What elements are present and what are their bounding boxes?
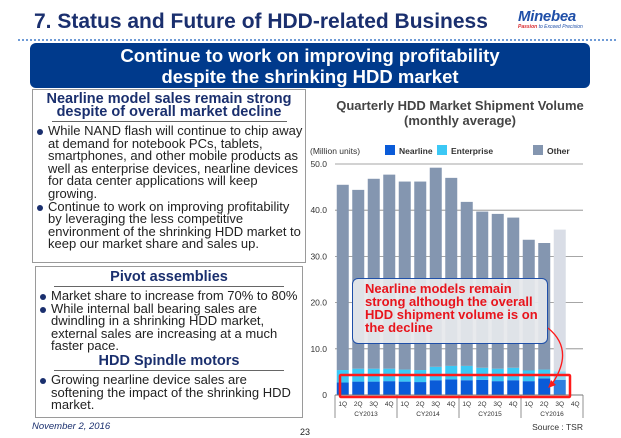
bar-enterprise [476, 367, 489, 380]
bar-nearline [383, 381, 396, 395]
arrow-head-icon [548, 380, 556, 388]
y-axis-label: (Million units) [310, 146, 360, 156]
bar-other [336, 184, 349, 371]
x-group-label: CY2016 [540, 411, 564, 418]
bar-nearline [476, 379, 489, 395]
bar-nearline [367, 381, 380, 395]
logo-tagline: Passion to Exceed Precision [518, 24, 583, 30]
page-number: 23 [300, 427, 311, 437]
banner-line-2: despite the shrinking HDD market [161, 66, 459, 87]
pivot-heading: Pivot assemblies [110, 269, 228, 285]
bar-enterprise [429, 366, 442, 381]
x-tick-label: 3Q [369, 401, 378, 408]
x-tick-label: 2Q [416, 401, 425, 408]
bar-nearline [414, 382, 427, 395]
bar-nearline [460, 380, 473, 395]
legend-label-other: Other [547, 146, 570, 156]
x-tick-label: 4Q [385, 401, 394, 408]
bar-nearline [398, 381, 411, 395]
legend-swatch-nearline [385, 145, 395, 155]
x-tick-label: 2Q [478, 401, 487, 408]
heading-rule [51, 121, 287, 122]
bullet-item: While internal ball bearing sales are dw… [36, 302, 302, 353]
y-tick-label: 20.0 [310, 298, 327, 308]
heading-rule [54, 286, 284, 287]
x-tick-label: 1Q [400, 401, 409, 408]
dotted-divider [18, 39, 616, 41]
spindle-heading: HDD Spindle motors [98, 352, 240, 369]
bar-nearline [522, 381, 535, 395]
legend-label-enterprise: Enterprise [451, 146, 493, 156]
arrow-line [547, 327, 564, 385]
y-tick-label: 30.0 [310, 251, 327, 261]
x-tick-label: 3Q [555, 401, 564, 408]
y-tick-label: 50.0 [310, 159, 327, 169]
headline-banner: Continue to work on improving profitabil… [30, 43, 590, 88]
x-tick-label: 1Q [338, 401, 347, 408]
bar-nearline [491, 381, 504, 395]
x-tick-label: 1Q [462, 401, 471, 408]
nearline-box: Nearline model sales remain strong despit… [32, 89, 306, 263]
x-tick-label: 4Q [447, 401, 456, 408]
x-tick-label: 1Q [524, 401, 533, 408]
x-tick-label: 3Q [431, 401, 440, 408]
bar-enterprise [445, 365, 458, 380]
chart-annotation: Nearline models remain strong although t… [352, 278, 548, 344]
y-tick-label: 0 [322, 390, 327, 400]
y-tick-label: 10.0 [310, 344, 327, 354]
x-group-label: CY2014 [416, 411, 440, 418]
x-group-label: CY2015 [478, 411, 502, 418]
x-tick-label: 3Q [493, 401, 502, 408]
x-group-label: CY2013 [354, 411, 378, 418]
heading-rule [54, 369, 284, 371]
bar-enterprise [460, 365, 473, 381]
bar-nearline [553, 379, 566, 395]
source-note: Source : TSR [532, 422, 583, 432]
chart-title: Quarterly HDD Market Shipment Volume (mon… [336, 98, 584, 128]
highlight-rectangle [338, 373, 572, 399]
bullet-item: Growing nearline device sales are soften… [36, 373, 302, 412]
logo-name: Minebea [518, 8, 576, 25]
x-tick-label: 2Q [540, 401, 549, 408]
legend-label-nearline: Nearline [399, 146, 433, 156]
x-tick-label: 4Q [571, 401, 580, 408]
bar-nearline [538, 378, 551, 395]
bar-enterprise [336, 370, 349, 383]
bar-other [553, 229, 566, 372]
date: November 2, 2016 [32, 421, 111, 432]
page-title: 7. Status and Future of HDD-related Busi… [34, 10, 488, 33]
bullet-item: Market share to increase from 70% to 80% [36, 289, 302, 303]
nearline-heading: Nearline model sales remain strong despit… [46, 91, 292, 120]
x-tick-label: 2Q [354, 401, 363, 408]
components-box: Pivot assemblies Market share to increas… [35, 266, 303, 418]
x-tick-label: 4Q [509, 401, 518, 408]
bar-nearline [352, 381, 365, 395]
minebea-logo: Minebea Passion to Exceed Precision [518, 8, 583, 30]
bar-nearline [429, 380, 442, 395]
banner-line-1: Continue to work on improving profitabil… [120, 45, 500, 66]
bullet-item: Continue to work on improving profitabil… [33, 200, 305, 251]
bar-nearline [507, 380, 520, 395]
y-tick-label: 40.0 [310, 205, 327, 215]
bar-nearline [445, 379, 458, 395]
bar-nearline [336, 382, 349, 395]
legend-swatch-enterprise [437, 145, 447, 155]
legend-swatch-other [533, 145, 543, 155]
bullet-item: While NAND flash will continue to chip a… [33, 124, 305, 201]
